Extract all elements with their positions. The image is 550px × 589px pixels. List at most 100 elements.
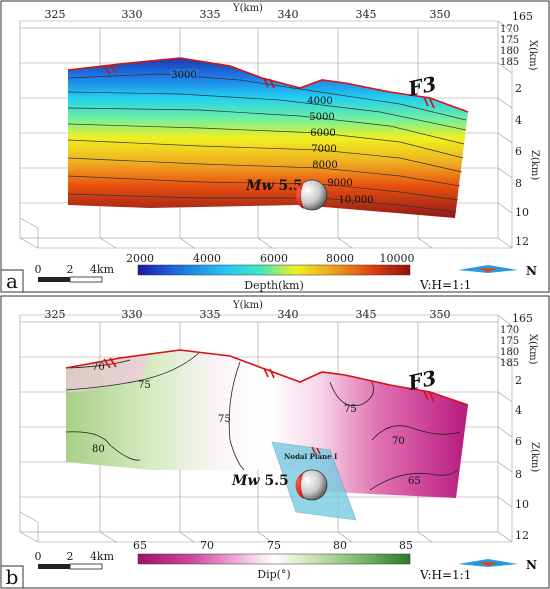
- z-tick-6: 6: [515, 435, 522, 448]
- z-tick-4: 4: [515, 404, 522, 417]
- x-tick-165: 165: [512, 312, 533, 325]
- north-arrow-icon: N: [458, 558, 537, 572]
- z-axis-label: Z(km): [529, 150, 540, 180]
- x-tick-185: 185: [500, 57, 519, 68]
- colorbar-tick: 70: [200, 539, 214, 552]
- z-axis-label: Z(km): [529, 442, 540, 472]
- beachball-compression: [295, 182, 304, 209]
- x-tick-175: 175: [500, 336, 519, 347]
- scale-end: 4km: [90, 263, 115, 276]
- z-tick-2: 2: [515, 374, 522, 387]
- panel-a: 325 330 335 340 345 350 Y(km) 165 170 17…: [0, 0, 550, 293]
- north-label: N: [526, 558, 537, 572]
- y-axis-label: Y(km): [232, 3, 263, 14]
- scale-zero: 0: [35, 550, 42, 563]
- panel-a-z-ticks: 2 4 6 8 10 12: [515, 82, 529, 248]
- z-tick-2: 2: [515, 82, 522, 95]
- contour-label: 8000: [312, 160, 337, 171]
- contour-label: 65: [408, 476, 421, 487]
- event-label: Mw 5.5: [231, 473, 289, 489]
- y-axis-label: Y(km): [232, 300, 263, 311]
- colorbar-tick: 8000: [326, 252, 354, 265]
- panel-letter-b: b: [6, 565, 19, 589]
- y-tick-325: 325: [45, 8, 66, 21]
- contour-label: 75: [138, 380, 151, 391]
- north-arrow-icon: N: [458, 264, 537, 278]
- z-tick-4: 4: [515, 114, 522, 127]
- ratio-a: V:H=1:1: [419, 278, 471, 292]
- contour-label: 9000: [327, 178, 352, 189]
- colorbar-tick: 10000: [380, 252, 415, 265]
- scale-mid: 2: [67, 263, 74, 276]
- contour-label: 4000: [307, 96, 332, 107]
- colorbar-ramp: [137, 264, 411, 276]
- z-tick-12: 12: [515, 235, 529, 248]
- colorbar-ramp: [137, 553, 411, 565]
- y-tick-330: 330: [122, 8, 143, 21]
- x-axis-label: X(km): [527, 334, 538, 365]
- panel-b-z-ticks: 2 4 6 8 10 12: [515, 374, 529, 542]
- contour-label: 70: [92, 362, 105, 373]
- panel-a-x-ticks: 165 170 175 180 185: [500, 10, 533, 68]
- contour-label: 70: [392, 436, 405, 447]
- event-label: Mw 5.5: [245, 178, 303, 194]
- panel-b: 325 330 335 340 345 350 Y(km) 165 170 17…: [0, 295, 550, 589]
- colorbar-label: Depth(km): [244, 279, 304, 292]
- y-tick-350: 350: [430, 308, 451, 321]
- panel-b-box: [19, 314, 513, 543]
- panel-a-frame: [0, 0, 550, 293]
- fault-surface-dip: [66, 350, 468, 498]
- panel-b-y-ticks: 325 330 335 340 345 350: [45, 308, 451, 321]
- colorbar-tick: 85: [399, 539, 413, 552]
- fault-ticks-b: [103, 357, 435, 403]
- z-tick-8: 8: [515, 468, 522, 481]
- north-label: N: [526, 264, 537, 278]
- contour-label: 5000: [309, 112, 334, 123]
- contour-label: 10,000: [339, 195, 374, 206]
- event-b: Mw 5.5: [231, 469, 328, 501]
- ratio-b: V:H=1:1: [419, 568, 471, 582]
- panel-b-x-ticks: 165 170 175 180 185: [500, 312, 533, 369]
- nodal-plane-label: Nodal Plane Ⅰ: [284, 452, 337, 461]
- dip-contours: [65, 351, 461, 491]
- z-tick-10: 10: [515, 206, 529, 219]
- scale-end: 4km: [90, 550, 115, 563]
- y-tick-345: 345: [356, 308, 377, 321]
- x-tick-185: 185: [500, 358, 519, 369]
- y-tick-335: 335: [200, 8, 221, 21]
- y-tick-340: 340: [278, 308, 299, 321]
- contour-label: 75: [218, 414, 231, 425]
- contour-label: 80: [92, 444, 105, 455]
- fault-trace-b: [65, 349, 469, 406]
- fault-label-f3: F3: [405, 366, 439, 396]
- colorbar-tick: 80: [333, 539, 347, 552]
- colorbar-tick: 75: [267, 539, 281, 552]
- y-tick-345: 345: [356, 8, 377, 21]
- event-a: Mw 5.5: [245, 178, 328, 211]
- y-tick-350: 350: [430, 8, 451, 21]
- fault-label-f3: F3: [405, 72, 439, 102]
- z-tick-6: 6: [515, 145, 522, 158]
- contour-label: 75: [344, 404, 357, 415]
- colorbar-tick: 2000: [126, 252, 154, 265]
- panel-b-frame: [0, 295, 550, 589]
- colorbar-tick: 4000: [193, 252, 221, 265]
- x-axis-label: X(km): [527, 40, 538, 71]
- dip-contour-labels: 70 75 80 75 75 70 65: [92, 362, 421, 487]
- scale-bar-a: 0 2 4km: [35, 263, 115, 283]
- y-tick-325: 325: [45, 308, 66, 321]
- colorbar-tick: 6000: [260, 252, 288, 265]
- colorbar-label: Dip(°): [257, 568, 290, 581]
- contour-label: 3000: [171, 70, 196, 81]
- colorbar-tick: 65: [133, 539, 147, 552]
- panel-a-y-ticks: 325 330 335 340 345 350: [45, 8, 451, 21]
- z-tick-8: 8: [515, 177, 522, 190]
- z-tick-10: 10: [515, 498, 529, 511]
- x-tick-165: 165: [512, 10, 533, 23]
- dip-colorbar: 65 70 75 80 85 Dip(°): [133, 539, 413, 581]
- beachball-compression: [295, 472, 304, 499]
- panel-letter-a: a: [6, 269, 18, 293]
- contour-label: 6000: [310, 128, 335, 139]
